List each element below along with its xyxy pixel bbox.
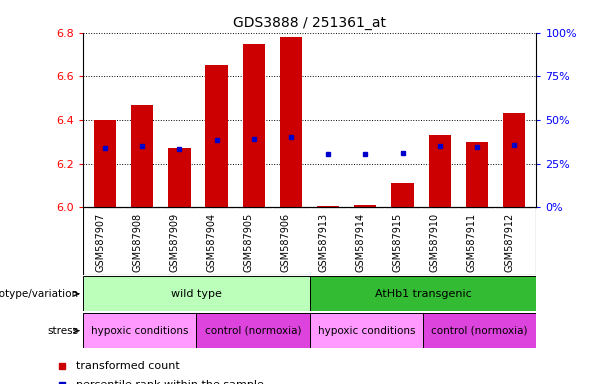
Text: control (normoxia): control (normoxia) xyxy=(432,326,528,336)
Bar xyxy=(280,37,302,207)
Text: hypoxic conditions: hypoxic conditions xyxy=(318,326,415,336)
Text: percentile rank within the sample: percentile rank within the sample xyxy=(76,380,264,384)
Bar xyxy=(94,120,116,207)
Bar xyxy=(317,206,340,207)
Bar xyxy=(196,313,310,348)
Text: GSM587910: GSM587910 xyxy=(430,213,440,272)
Text: control (normoxia): control (normoxia) xyxy=(205,326,301,336)
Bar xyxy=(83,276,310,311)
Text: GSM587905: GSM587905 xyxy=(244,213,254,272)
Bar xyxy=(503,113,525,207)
Text: GSM587914: GSM587914 xyxy=(356,213,365,272)
Text: GSM587915: GSM587915 xyxy=(392,213,403,272)
Text: wild type: wild type xyxy=(171,289,221,299)
Bar xyxy=(428,135,451,207)
Bar xyxy=(310,276,536,311)
Text: GSM587908: GSM587908 xyxy=(132,213,142,272)
Text: AtHb1 transgenic: AtHb1 transgenic xyxy=(375,289,471,299)
Bar xyxy=(466,142,488,207)
Bar xyxy=(354,205,376,207)
Bar xyxy=(205,65,228,207)
Bar xyxy=(391,183,414,207)
Bar xyxy=(243,43,265,207)
Text: GSM587912: GSM587912 xyxy=(504,213,514,272)
Text: GSM587909: GSM587909 xyxy=(169,213,180,272)
Text: stress: stress xyxy=(47,326,78,336)
Bar xyxy=(310,313,423,348)
Text: transformed count: transformed count xyxy=(76,361,180,371)
Bar xyxy=(131,105,153,207)
Bar xyxy=(423,313,536,348)
Bar xyxy=(169,148,191,207)
Bar xyxy=(83,313,196,348)
Text: GSM587911: GSM587911 xyxy=(467,213,477,272)
Text: genotype/variation: genotype/variation xyxy=(0,289,78,299)
Text: GSM587907: GSM587907 xyxy=(95,213,105,272)
Text: GSM587913: GSM587913 xyxy=(318,213,328,272)
Text: GSM587906: GSM587906 xyxy=(281,213,291,272)
Text: hypoxic conditions: hypoxic conditions xyxy=(91,326,188,336)
Title: GDS3888 / 251361_at: GDS3888 / 251361_at xyxy=(233,16,386,30)
Text: GSM587904: GSM587904 xyxy=(207,213,216,272)
